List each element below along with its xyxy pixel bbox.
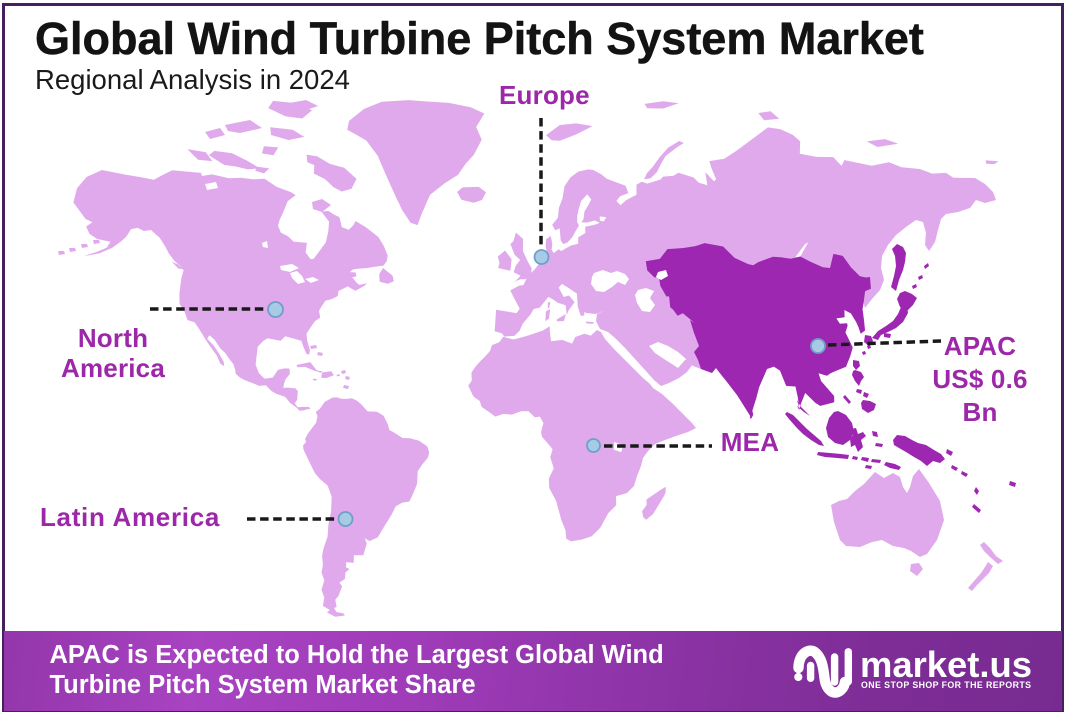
svg-text:ONE STOP SHOP FOR THE REPORTS: ONE STOP SHOP FOR THE REPORTS — [861, 680, 1031, 690]
svg-text:market.us: market.us — [860, 644, 1032, 685]
